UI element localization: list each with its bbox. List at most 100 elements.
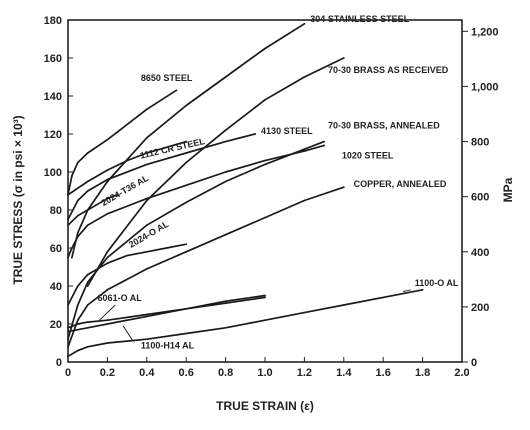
data-point [303,148,306,150]
data-point [303,199,306,202]
x-tick-label: 0.4 [139,367,155,379]
data-point [175,89,178,92]
data-point [67,346,69,348]
data-point [67,338,69,341]
data-point [86,304,89,306]
data-point [165,247,168,249]
series-label: 70-30 BRASS, ANNEALED [328,120,440,130]
series-line [67,89,178,196]
x-tick-label: 1.4 [336,367,352,379]
label-leader-line [402,289,411,293]
data-point [185,332,187,335]
data-point [106,262,109,265]
data-point [185,308,187,310]
y2-tick-label: 200 [471,302,489,314]
curves-layer [67,22,424,358]
data-point [86,285,89,287]
data-point [264,216,266,219]
series-line [67,140,325,341]
data-point [86,152,89,154]
data-point [224,233,227,236]
data-point [77,323,79,325]
y-tick-label: 120 [44,129,62,141]
x-tick-label: 0.6 [179,367,194,379]
data-point [303,150,306,152]
y-tick-label: 100 [44,167,62,179]
data-point [343,57,345,59]
data-point [185,140,187,143]
data-point [303,76,306,78]
data-point [77,319,79,322]
series-line [67,243,188,306]
data-point [77,161,79,164]
data-point [264,47,266,50]
y2-tick-label: 1,000 [471,81,499,93]
series-label: 4130 STEEL [261,126,313,136]
data-point [126,254,128,257]
x-tick-label: 1.0 [257,367,272,379]
data-point [185,104,187,107]
data-point [86,190,89,192]
series-line [67,193,119,227]
data-point [303,311,306,314]
data-point [343,304,345,306]
data-point [106,213,109,215]
data-point [86,273,89,276]
data-point [106,180,109,183]
data-point [146,224,148,226]
series-label: 6061-O AL [98,293,143,303]
data-point [421,289,424,291]
series-line [67,186,345,348]
data-point [264,294,266,297]
data-point [96,203,99,206]
data-point [71,247,73,249]
y2-tick-label: 400 [471,247,489,259]
data-point [323,140,325,143]
data-point [67,194,69,196]
axes-layer: 0 0.2 0.4 0.6 0.8 1.0 1.2 1.4 1.6 1.8 2.0020406080… [44,15,499,379]
series-label: 304 STAINLESS STEEL [310,14,409,24]
data-point [86,224,89,226]
data-point [67,224,69,226]
data-point [77,214,79,217]
data-point [185,201,187,204]
x-tick-label: 1.8 [415,367,430,379]
data-point [146,137,148,139]
data-point [77,285,79,287]
data-point [146,315,148,318]
data-point [71,256,73,259]
series-label: 2024-T36 AL [99,173,150,208]
data-point [185,152,187,154]
curve-labels-layer: 304 STAINLESS STEEL 8650 STEEL 70-30 BRASS… [98,14,459,351]
label-leader-line [99,304,116,321]
data-point [71,175,73,177]
data-point [67,355,69,358]
series-line [86,57,345,287]
data-point [86,281,89,284]
x-tick-label: 0.2 [100,367,115,379]
data-point [224,327,227,329]
data-point [106,323,109,325]
data-point [116,194,119,196]
y2-tick-label: 800 [471,137,489,149]
series-label: 70-30 BRASS AS RECEIVED [328,65,449,75]
series-label: COPPER, ANNEALED [354,179,447,189]
data-point [224,140,227,143]
data-point [106,251,109,253]
data-point [106,169,109,171]
y-tick-label: 140 [44,91,62,103]
data-point [106,138,109,141]
y-tick-label: 60 [50,243,62,255]
data-point [86,321,89,323]
series-label: 1100-H14 AL [141,341,195,351]
data-point [185,161,187,164]
series-label: 1020 STEEL [342,151,394,161]
data-point [146,152,148,154]
data-point [86,209,89,211]
data-point [146,199,148,202]
data-point [264,296,266,299]
y-tick-label: 160 [44,53,62,65]
y2-tick-label: 1,200 [471,26,499,38]
data-point [224,76,227,78]
